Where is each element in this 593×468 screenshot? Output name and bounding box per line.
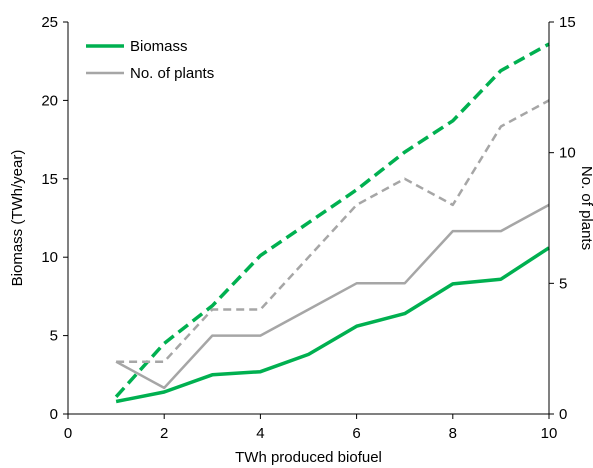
left-y-tick-label: 0: [50, 406, 58, 423]
x-tick-label: 8: [449, 425, 457, 442]
legend-label: No. of plants: [130, 65, 214, 82]
x-tick-label: 10: [541, 425, 558, 442]
legend: Biomass No. of plants: [86, 38, 214, 82]
legend-label: Biomass: [130, 38, 188, 55]
x-tick-label: 0: [64, 425, 72, 442]
x-tick-label: 6: [352, 425, 360, 442]
left-y-tick-label: 5: [50, 328, 58, 345]
left-y-tick-label: 15: [41, 171, 58, 188]
series-layer: [114, 42, 550, 404]
x-axis-title: TWh produced biofuel: [235, 449, 382, 466]
plants-dashed-series-line: [116, 99, 550, 363]
x-tick-label: 2: [160, 425, 168, 442]
left-y-tick-label: 25: [41, 14, 58, 31]
left-y-tick-label: 10: [41, 249, 58, 266]
biomass-dashed-series-line: [114, 42, 550, 398]
right-y-tick-label: 5: [559, 275, 567, 292]
axes-layer: [67, 22, 550, 415]
plants-solid-series-line: [115, 203, 550, 390]
right-y-tick-label: 15: [559, 14, 576, 31]
right-y-tick-label: 10: [559, 145, 576, 162]
left-y-tick-label: 20: [41, 92, 58, 109]
x-tick-label: 4: [256, 425, 264, 442]
right-y-tick-label: 0: [559, 406, 567, 423]
biomass-solid-series-line: [115, 246, 550, 404]
left-y-axis-title: Biomass (TWh/year): [9, 150, 26, 287]
right-y-axis-title: No. of plants: [578, 166, 593, 250]
